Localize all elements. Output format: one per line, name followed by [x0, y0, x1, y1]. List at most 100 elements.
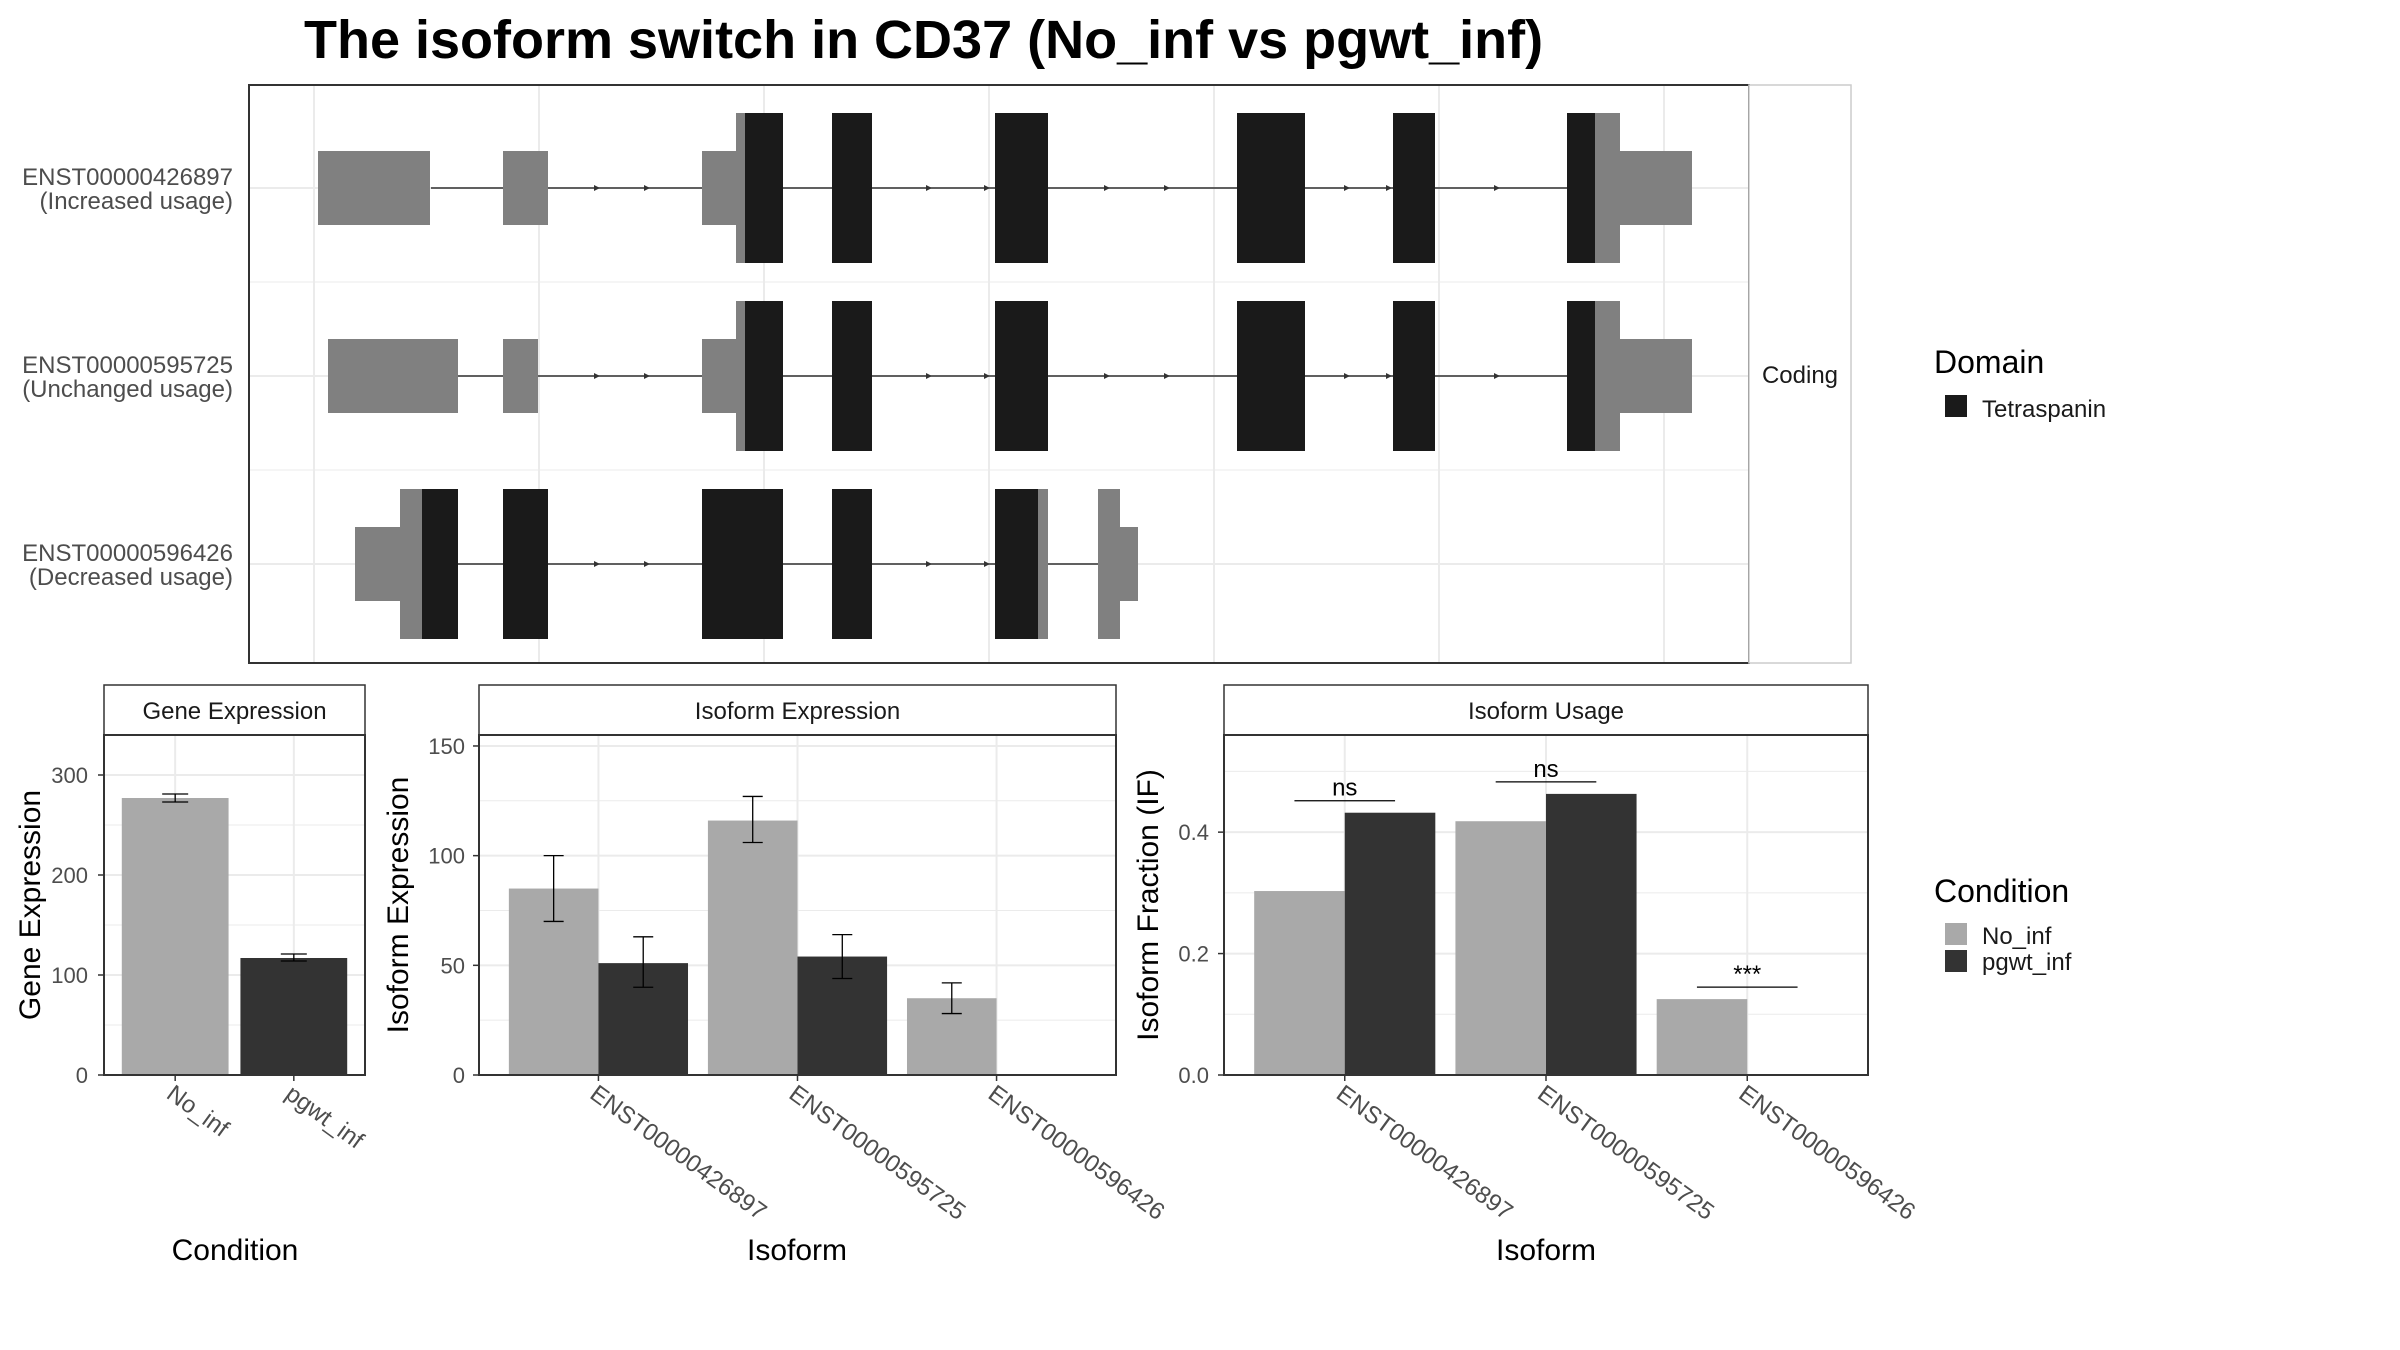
- coding-exon: [1098, 489, 1120, 639]
- tetraspanin-legend-label: Tetraspanin: [1982, 396, 2106, 423]
- coding-exon: [1595, 301, 1620, 451]
- panel-strip: [478, 684, 1117, 736]
- isoform-2-usage: (Unchanged usage): [22, 376, 233, 403]
- tetraspanin-domain-exon: [832, 489, 872, 639]
- tetraspanin-domain-exon: [1393, 301, 1435, 451]
- tetraspanin-domain-exon: [1237, 301, 1305, 451]
- plot-border: [103, 734, 366, 1076]
- isoform-1-usage: (Increased usage): [40, 188, 233, 215]
- strand-arrow-icon: [594, 373, 600, 379]
- utr-exon: [318, 151, 430, 225]
- utr-exon: [702, 151, 738, 225]
- isoform-3-id: ENST00000596426: [22, 540, 233, 567]
- tetraspanin-domain-exon: [503, 489, 548, 639]
- coding-exon: [1038, 489, 1048, 639]
- pgwt-inf-legend-label: pgwt_inf: [1982, 949, 2072, 976]
- strand-arrow-icon: [926, 185, 932, 191]
- strand-arrow-icon: [1164, 373, 1170, 379]
- error-bar: [280, 953, 307, 962]
- strand-arrow-icon: [984, 373, 990, 379]
- bar: [240, 958, 348, 1075]
- coding-exon: [736, 113, 745, 263]
- strand-arrow-icon: [1494, 373, 1500, 379]
- facet-strip: [1748, 84, 1852, 664]
- strand-arrow-icon: [1344, 185, 1350, 191]
- isoform-usage-chart: Isoform Usage 0.0 0.2 0.4 ns ns *** ENST0000042…: [1132, 684, 1920, 1267]
- y-tick-label: 300: [51, 763, 88, 788]
- strand-arrow-icon: [644, 373, 650, 379]
- bar: [1656, 999, 1748, 1075]
- utr-exon: [328, 339, 458, 413]
- tetraspanin-domain-exon: [1237, 113, 1305, 263]
- tetraspanin-domain-exon: [1567, 301, 1595, 451]
- error-bar: [162, 793, 189, 803]
- significance-label: ***: [1733, 961, 1761, 988]
- strand-arrow-icon: [1386, 373, 1392, 379]
- y-axis-title: Isoform Expression: [382, 777, 415, 1034]
- strand-arrow-icon: [1104, 373, 1110, 379]
- coding-exon: [736, 301, 745, 451]
- no-inf-legend-key: [1945, 923, 1967, 945]
- x-axis-title: Isoform: [747, 1234, 847, 1267]
- y-tick-label: 200: [51, 863, 88, 888]
- isoform-2-id: ENST00000595725: [22, 352, 233, 379]
- strand-arrow-icon: [1494, 185, 1500, 191]
- coding-exon: [1595, 113, 1620, 263]
- error-bar: [633, 936, 654, 988]
- significance-label: ns: [1332, 775, 1357, 802]
- utr-exon: [503, 151, 548, 225]
- utr-exon: [503, 339, 538, 413]
- tetraspanin-domain-exon: [745, 301, 783, 451]
- error-bar: [941, 982, 962, 1015]
- y-axis-title: Isoform Fraction (IF): [1132, 769, 1165, 1041]
- x-tick-label: ENST00000426897: [585, 1080, 771, 1226]
- y-tick-label: 0: [453, 1063, 465, 1088]
- panel-strip-label: Isoform Expression: [695, 698, 900, 725]
- tetraspanin-domain-exon: [422, 489, 458, 639]
- isoform-expression-chart: Isoform Expression 0 50 100 150 ENST000004268…: [382, 684, 1169, 1267]
- y-tick-label: 0.0: [1178, 1063, 1209, 1088]
- error-bar: [543, 854, 564, 923]
- y-tick-label: 0: [76, 1063, 88, 1088]
- tetraspanin-domain-exon: [745, 113, 783, 263]
- strand-arrow-icon: [1344, 373, 1350, 379]
- x-tick-label: pgwt_inf: [280, 1080, 368, 1155]
- utr-exon: [702, 339, 738, 413]
- tetraspanin-legend-key: [1945, 395, 1967, 417]
- strand-arrow-icon: [926, 561, 932, 567]
- utr-exon: [1620, 151, 1692, 225]
- x-tick-label: ENST00000426897: [1331, 1080, 1517, 1226]
- utr-exon: [1620, 339, 1692, 413]
- tetraspanin-domain-exon: [995, 113, 1048, 263]
- panel-strip: [103, 684, 366, 736]
- bar: [1546, 793, 1637, 1075]
- panel-strip-label: Gene Expression: [142, 698, 326, 725]
- isoform-1-id: ENST00000426897: [22, 164, 233, 191]
- condition-legend-title: Condition: [1934, 873, 2069, 909]
- y-tick-label: 0.4: [1178, 820, 1209, 845]
- tetraspanin-domain-exon: [832, 301, 872, 451]
- x-tick-label: No_inf: [162, 1080, 234, 1143]
- y-tick-label: 100: [51, 963, 88, 988]
- strand-arrow-icon: [984, 185, 990, 191]
- domain-legend: Domain Tetraspanin: [1934, 344, 2106, 423]
- domain-legend-title: Domain: [1934, 344, 2044, 380]
- tetraspanin-domain-exon: [702, 489, 783, 639]
- utr-exon: [355, 527, 400, 601]
- bar: [707, 820, 798, 1075]
- x-tick-label: ENST00000595725: [784, 1080, 970, 1226]
- strand-arrow-icon: [984, 561, 990, 567]
- tetraspanin-domain-exon: [1393, 113, 1435, 263]
- significance-label: ns: [1533, 756, 1558, 783]
- y-axis-title: Gene Expression: [14, 790, 47, 1020]
- bar: [121, 798, 229, 1075]
- strand-arrow-icon: [594, 185, 600, 191]
- panel-strip-label: Isoform Usage: [1468, 698, 1624, 725]
- strand-arrow-icon: [594, 561, 600, 567]
- strand-arrow-icon: [926, 373, 932, 379]
- y-tick-label: 0.2: [1178, 942, 1209, 967]
- error-bar: [742, 795, 763, 844]
- transcript-structure-panel: Coding ENST00000426897 (Increased usage)…: [22, 84, 1852, 664]
- x-axis-title: Condition: [172, 1234, 299, 1267]
